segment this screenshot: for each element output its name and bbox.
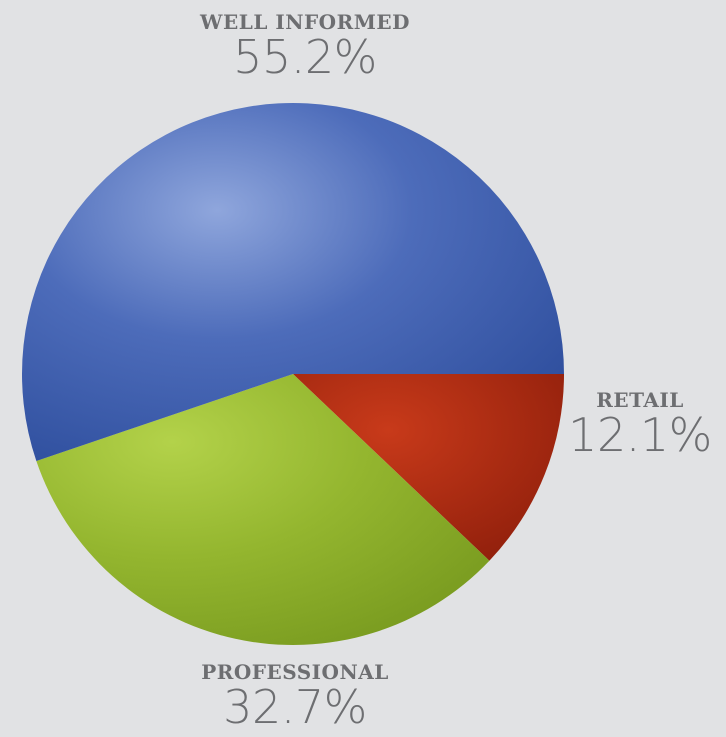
slice-name-professional: PROFESSIONAL (201, 660, 389, 684)
slice-value-professional: 32.7% (223, 680, 367, 734)
slice-label-professional: PROFESSIONAL 32.7% (150, 660, 440, 730)
slice-value-retail: 12.1% (568, 408, 712, 462)
pie-slice-retail (293, 374, 564, 561)
slice-label-retail: RETAIL 12.1% (560, 388, 720, 458)
pie-slice-professional (36, 374, 490, 645)
pie-slice-well-informed (21, 102, 565, 461)
slice-name-well-informed: WELL INFORMED (200, 10, 410, 34)
slice-label-well-informed: WELL INFORMED 55.2% (170, 10, 440, 80)
slice-value-well-informed: 55.2% (233, 30, 377, 84)
slice-name-retail: RETAIL (596, 388, 684, 412)
